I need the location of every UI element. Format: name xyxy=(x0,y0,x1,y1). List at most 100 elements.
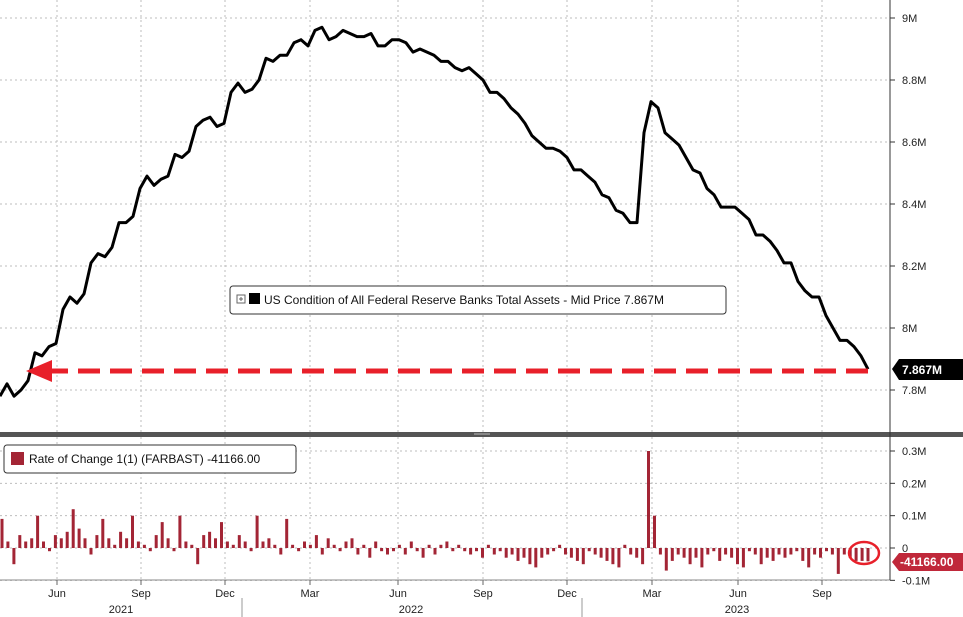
rate-bar xyxy=(534,548,538,568)
rate-bar xyxy=(700,548,704,568)
lower-y-tick-label: 0 xyxy=(902,543,908,555)
rate-bar xyxy=(255,515,259,548)
rate-bar xyxy=(279,548,283,555)
rate-bar xyxy=(647,451,650,548)
red-arrowhead xyxy=(26,360,52,382)
x-year-label: 2022 xyxy=(399,604,423,616)
rate-bar xyxy=(445,541,449,548)
rate-bar xyxy=(795,548,799,552)
rate-bar xyxy=(190,544,194,548)
rate-bar xyxy=(528,548,532,565)
rate-bar xyxy=(314,535,318,548)
upper-y-tick-label: 7.8M xyxy=(902,385,926,397)
rate-bar xyxy=(617,548,621,568)
x-month-label: Sep xyxy=(131,588,151,600)
upper-y-tick-label: 8.8M xyxy=(902,75,926,87)
rate-bar xyxy=(267,538,271,548)
lower-legend-box xyxy=(3,444,297,474)
x-month-label: Sep xyxy=(812,588,832,600)
rate-bar xyxy=(374,541,378,548)
x-month-label: Mar xyxy=(643,588,662,600)
rate-bar xyxy=(653,515,656,548)
rate-bar xyxy=(825,548,828,552)
rate-bar xyxy=(481,548,484,558)
rate-bar xyxy=(415,548,419,552)
lower-legend[interactable]: Rate of Change 1(1) (FARBAST) -41166.00 xyxy=(3,444,297,474)
rate-bar xyxy=(42,541,45,548)
legend-swatch-line xyxy=(249,293,260,304)
rate-bar xyxy=(220,522,223,548)
rate-bar xyxy=(344,541,348,548)
rate-bar xyxy=(747,548,751,552)
red-arrow-annotation xyxy=(26,360,868,382)
rate-bar xyxy=(451,548,455,552)
rate-bar xyxy=(397,544,401,548)
rate-bar xyxy=(214,538,217,548)
rate-bar xyxy=(427,544,431,548)
rate-bar xyxy=(113,544,117,548)
rate-bar xyxy=(623,544,627,548)
red-circle-annotation xyxy=(847,540,881,566)
rate-bar xyxy=(712,548,716,552)
rate-bar xyxy=(433,548,437,555)
rate-bar xyxy=(148,548,152,552)
rate-bar xyxy=(730,548,734,558)
rate-bar xyxy=(409,541,413,548)
x-month-label: Dec xyxy=(557,588,577,600)
rate-bar xyxy=(807,548,811,568)
rate-bar xyxy=(759,548,763,565)
rate-bar xyxy=(510,548,514,555)
rate-bar xyxy=(564,548,567,555)
rate-bar xyxy=(599,548,603,558)
rate-bar xyxy=(682,548,686,558)
upper-y-tick-label: 8.4M xyxy=(902,199,926,211)
rate-bar xyxy=(237,535,241,548)
rate-bar xyxy=(6,541,10,548)
rate-bar xyxy=(160,522,164,548)
rate-bar xyxy=(641,548,645,565)
rate-bar xyxy=(540,548,544,558)
rate-bar xyxy=(552,548,556,552)
rate-bar xyxy=(392,548,395,552)
rate-bar xyxy=(753,548,757,555)
rate-bar xyxy=(243,541,247,548)
upper-legend[interactable]: US Condition of All Federal Reserve Bank… xyxy=(229,285,727,315)
rate-bar xyxy=(777,548,781,555)
panel-divider[interactable] xyxy=(0,432,963,437)
rate-bar xyxy=(854,548,858,561)
rate-bar xyxy=(53,535,57,548)
rate-bar xyxy=(326,538,330,548)
rate-bar xyxy=(819,548,822,558)
rate-bar xyxy=(166,538,170,548)
rate-bar xyxy=(706,548,710,555)
rate-bar xyxy=(30,538,34,548)
x-axis: Jun Sep Dec Mar Jun Sep Dec Mar Jun Sep 2021 2022 20… xyxy=(0,579,890,617)
rate-bar xyxy=(670,548,674,561)
lower-last-value-text: -41166.00 xyxy=(900,555,954,569)
upper-y-tick-label: 8M xyxy=(902,323,917,335)
rate-bar xyxy=(225,541,229,548)
rate-bar xyxy=(463,548,467,552)
rate-bar xyxy=(575,548,579,561)
rate-bar xyxy=(581,548,585,565)
rate-bar xyxy=(350,538,354,548)
rate-bar xyxy=(771,548,775,561)
rate-bar xyxy=(202,535,206,548)
rate-bar xyxy=(830,548,834,555)
rate-bar xyxy=(860,548,864,561)
upper-y-axis-ticks: 9M 8.8M 8.6M 8.4M 8.2M 8M 7.8M xyxy=(890,13,926,397)
rate-bar xyxy=(842,548,846,555)
lower-legend-label: Rate of Change 1(1) (FARBAST) -41166.00 xyxy=(29,452,261,466)
rate-bar xyxy=(368,548,372,558)
rate-bar xyxy=(303,541,306,548)
rate-bar xyxy=(386,548,389,555)
lower-y-tick-label: 0.3M xyxy=(902,446,926,458)
rate-bar xyxy=(475,548,478,552)
rate-bar xyxy=(184,541,188,548)
x-month-label: Dec xyxy=(215,588,235,600)
legend-swatch-bar xyxy=(11,452,24,465)
x-month-label: Jun xyxy=(389,588,407,600)
rate-bar xyxy=(362,544,366,548)
upper-legend-label: US Condition of All Federal Reserve Bank… xyxy=(264,293,664,307)
rate-bar xyxy=(522,548,526,558)
